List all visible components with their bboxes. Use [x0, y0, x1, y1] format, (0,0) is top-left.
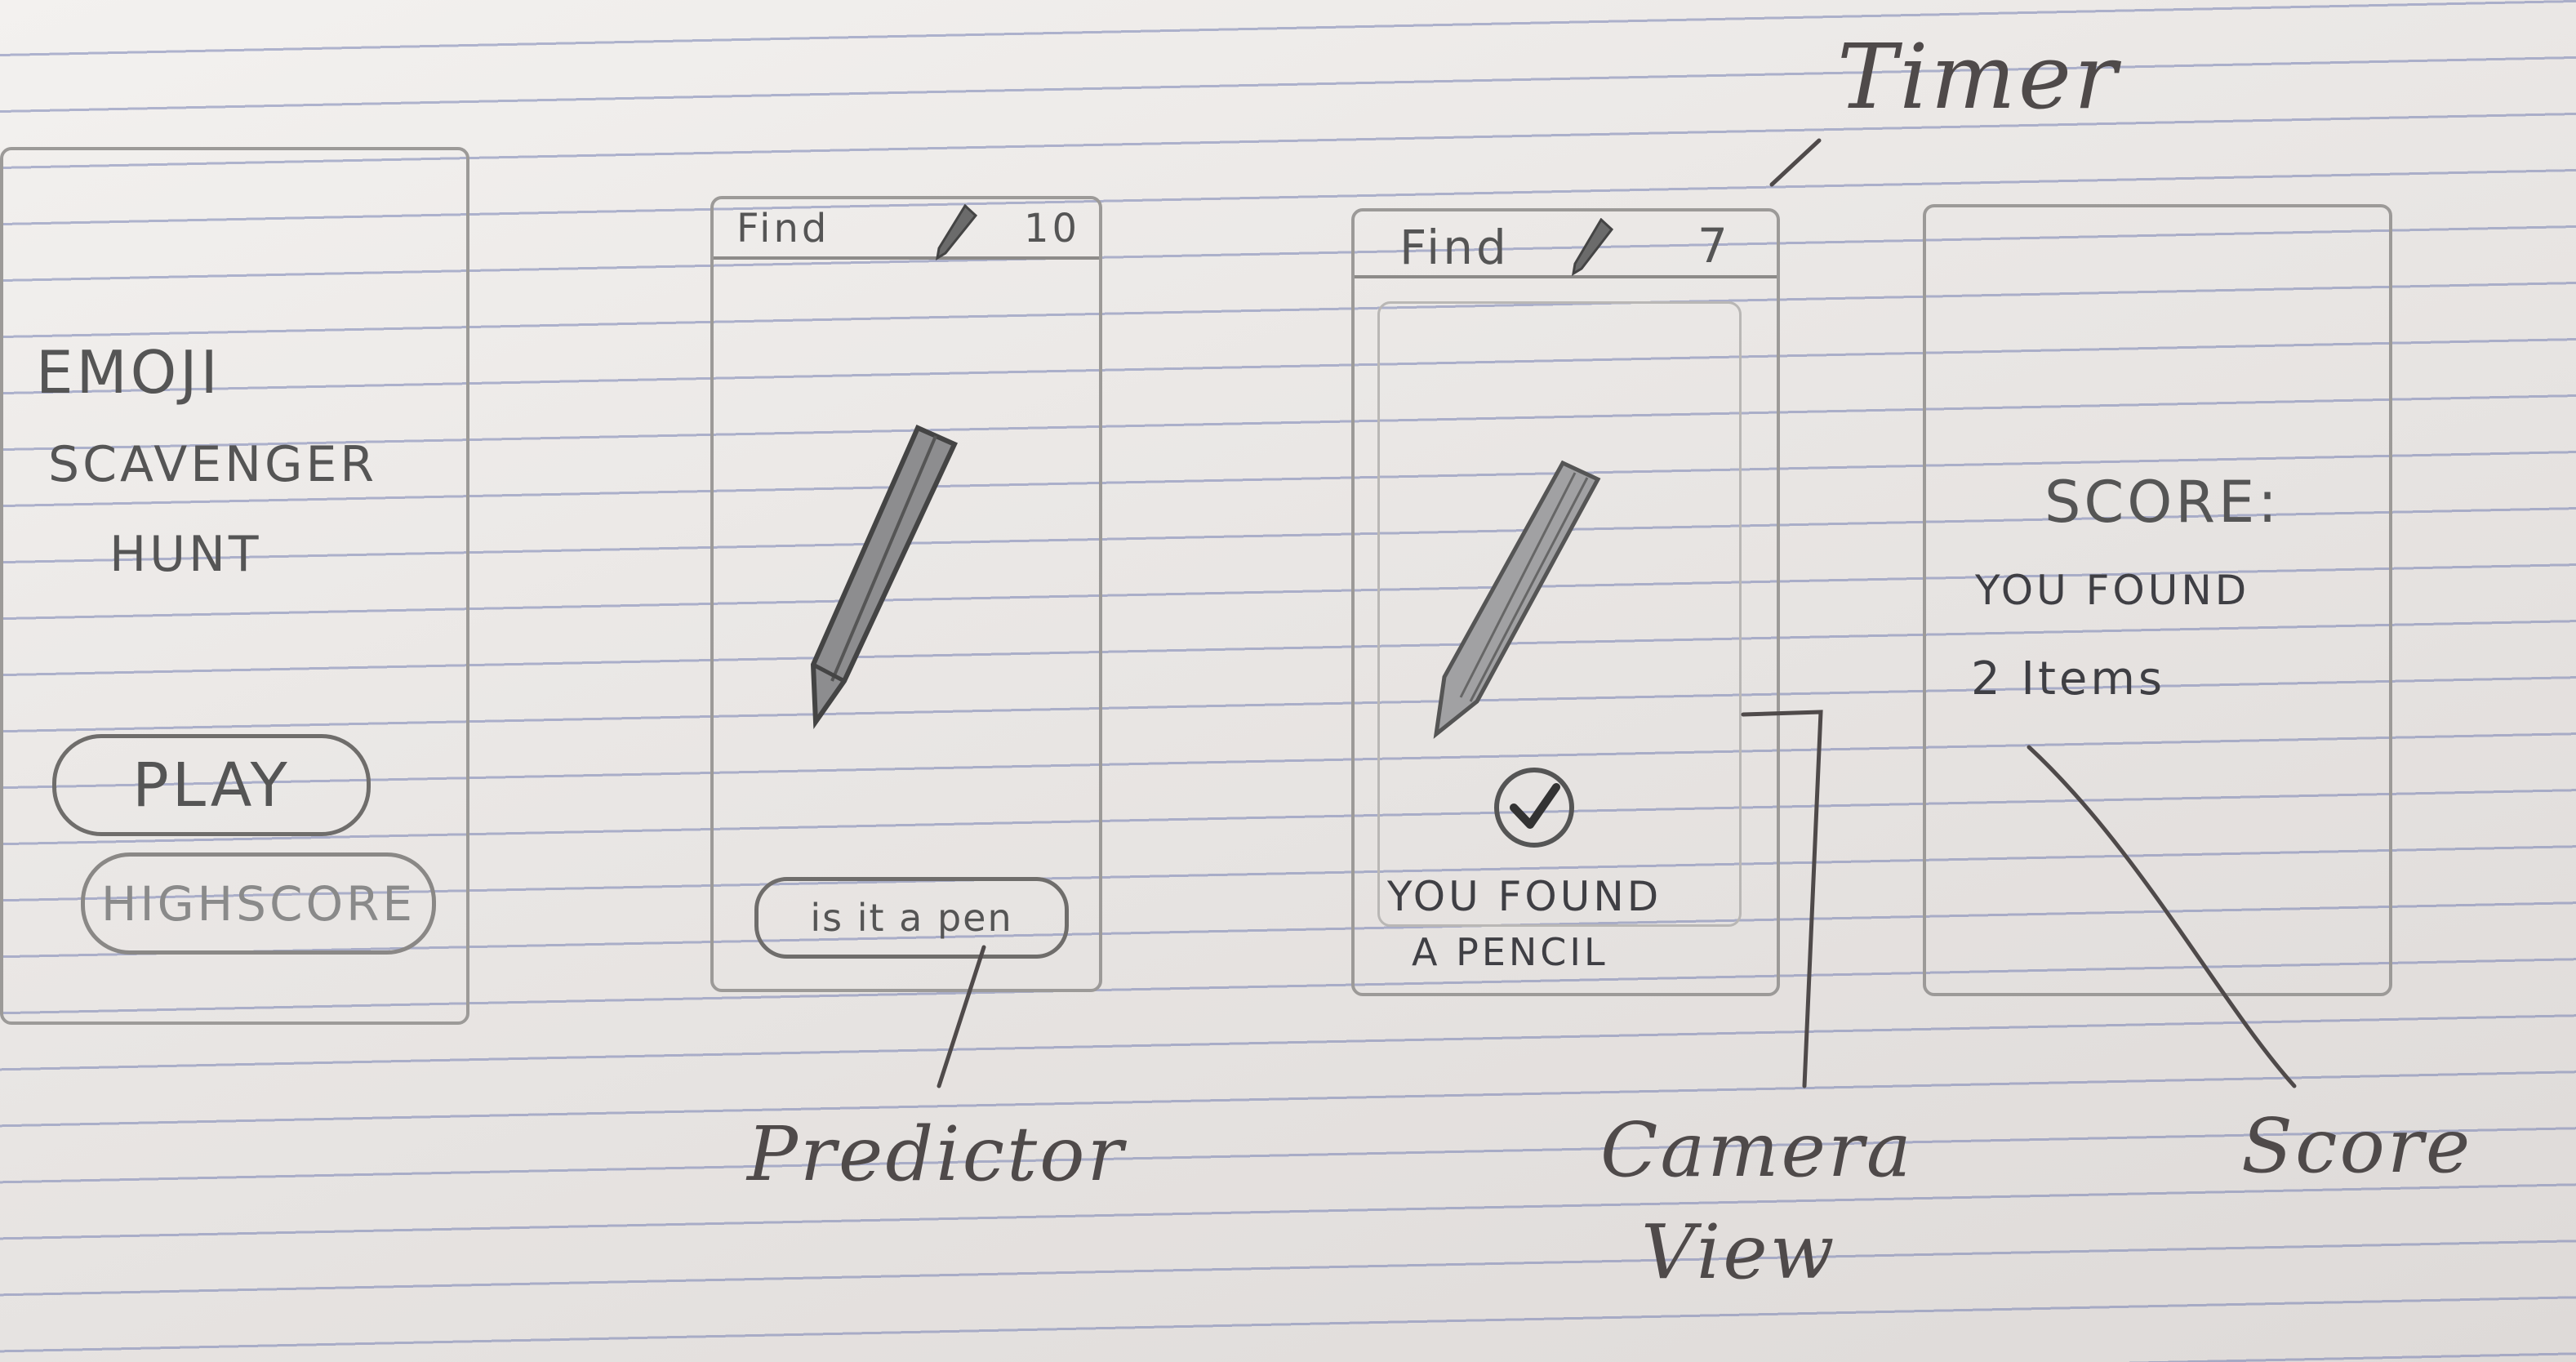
play-button[interactable]: PLAY [52, 734, 371, 836]
top-bar: Find 7 [1355, 211, 1777, 278]
app-title-line-2: SCAVENGER [48, 436, 378, 493]
camera-pencil-image [1433, 460, 1601, 739]
pencil-icon [935, 204, 977, 260]
home-screen: EMOJI SCAVENGER HUNT PLAY HIGHSCORE [0, 147, 469, 1025]
play-button-label: PLAY [132, 750, 291, 821]
timer-value: 10 [1024, 206, 1081, 251]
find-label: Find [1399, 220, 1510, 275]
find-label: Find [736, 206, 830, 251]
app-title-line-1: EMOJI [36, 338, 221, 407]
prediction-bubble: is it a pen [754, 877, 1069, 959]
score-result-line-2: 2 Items [1971, 652, 2166, 705]
camera-viewfinder [1377, 301, 1742, 927]
score-label: SCORE: [2044, 469, 2280, 536]
camera-view-annotation-line-1: Camera [1600, 1106, 1914, 1194]
found-message-line-2: A PENCIL [1412, 930, 1608, 974]
highscore-button[interactable]: HIGHSCORE [81, 852, 436, 955]
pencil-icon [1571, 218, 1613, 276]
predictor-screen: Find 10 is it a pen [710, 196, 1102, 992]
app-title-line-3: HUNT [109, 526, 262, 583]
camera-pencil-image [810, 425, 959, 729]
camera-screen: Find 7 YOU FOUND A PENCIL [1351, 208, 1780, 996]
predictor-annotation: Predictor [747, 1111, 1126, 1198]
timer-value: 7 [1697, 218, 1731, 274]
score-result-line-1: YOU FOUND [1975, 567, 2250, 614]
highscore-button-label: HIGHSCORE [100, 875, 416, 932]
found-message-line-1: YOU FOUND [1387, 873, 1662, 920]
camera-view-annotation-line-2: View [1641, 1208, 1837, 1296]
score-screen: SCORE: YOU FOUND 2 Items [1923, 204, 2392, 996]
timer-annotation: Timer [1837, 24, 2120, 129]
score-annotation: Score [2241, 1102, 2473, 1190]
prediction-text: is it a pen [810, 896, 1013, 940]
top-bar: Find 10 [714, 199, 1099, 260]
check-circle-icon [1494, 768, 1574, 848]
